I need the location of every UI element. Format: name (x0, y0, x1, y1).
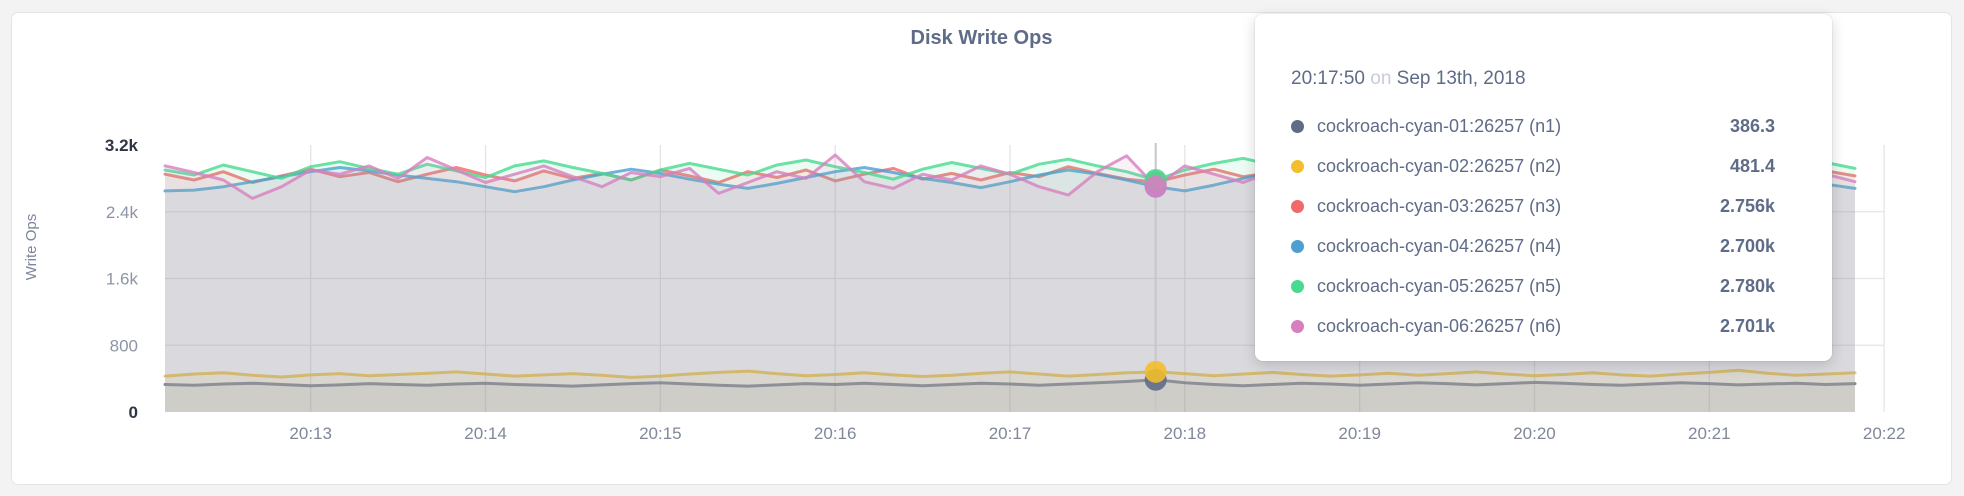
tooltip-series-row: cockroach-cyan-06:26257 (n6) 2.701k (1291, 306, 1775, 346)
chart-title: Disk Write Ops (910, 27, 1053, 49)
series-value: 386.3 (1729, 115, 1775, 136)
series-color-dot (1291, 279, 1304, 293)
tooltip-header: 20:17:50 on Sep 13th, 2018 (1291, 66, 1775, 92)
series-label: cockroach-cyan-04:26257 (n4) (1317, 235, 1562, 256)
series-line (163, 378, 1857, 388)
y-tick-label: 2.4k (106, 203, 139, 222)
series-color-dot (1291, 159, 1304, 173)
x-tick-label: 20:14 (464, 424, 507, 443)
x-tick-label: 20:20 (1513, 424, 1556, 443)
y-tick-label: 1.6k (106, 270, 139, 289)
x-tick-label: 20:18 (1164, 424, 1207, 443)
series-area (165, 370, 1855, 412)
series-label: cockroach-cyan-06:26257 (n6) (1317, 315, 1562, 336)
series-color-dot (1291, 239, 1304, 253)
chart-tooltip: 20:17:50 on Sep 13th, 2018 cockroach-cya… (1255, 14, 1832, 361)
series-label: cockroach-cyan-03:26257 (n3) (1317, 195, 1562, 216)
y-tick-label: 0 (129, 403, 138, 422)
series-label: cockroach-cyan-02:26257 (n2) (1317, 155, 1562, 176)
series-area (165, 379, 1855, 412)
series-label: cockroach-cyan-01:26257 (n1) (1317, 115, 1562, 136)
series-value: 2.700k (1719, 235, 1775, 256)
series-value: 2.756k (1719, 195, 1775, 216)
x-tick-label: 20:17 (989, 424, 1032, 443)
x-tick-label: 20:13 (289, 424, 332, 443)
tooltip-on-word: on (1370, 68, 1392, 89)
tooltip-series-row: cockroach-cyan-05:26257 (n5) 2.780k (1291, 266, 1775, 306)
series-label: cockroach-cyan-05:26257 (n5) (1317, 275, 1562, 296)
tooltip-series-row: cockroach-cyan-03:26257 (n3) 2.756k (1291, 186, 1775, 226)
tooltip-series-row: cockroach-cyan-01:26257 (n1) 386.3 (1291, 106, 1775, 146)
tooltip-time: 20:17:50 (1291, 68, 1365, 89)
series-color-dot (1291, 319, 1304, 333)
series-value: 2.701k (1719, 315, 1775, 336)
series-value: 2.780k (1719, 275, 1775, 296)
y-tick-label: 800 (110, 336, 138, 355)
series-color-dot (1291, 199, 1304, 213)
tooltip-rows: cockroach-cyan-01:26257 (n1) 386.3 cockroa… (1291, 106, 1775, 346)
series-color-dot (1291, 119, 1304, 133)
x-tick-label: 20:19 (1338, 424, 1381, 443)
series-value: 481.4 (1729, 155, 1775, 176)
x-tick-label: 20:22 (1863, 424, 1906, 443)
tooltip-series-row: cockroach-cyan-02:26257 (n2) 481.4 (1291, 146, 1775, 186)
tooltip-date: Sep 13th, 2018 (1396, 68, 1526, 89)
series-line (163, 368, 1857, 379)
y-tick-label: 3.2k (105, 136, 139, 155)
x-tick-label: 20:16 (814, 424, 857, 443)
hover-point-dot (1144, 175, 1167, 198)
x-tick-label: 20:15 (639, 424, 682, 443)
hover-point-dot (1144, 360, 1167, 383)
tooltip-series-row: cockroach-cyan-04:26257 (n4) 2.700k (1291, 226, 1775, 266)
x-tick-label: 20:21 (1688, 424, 1731, 443)
